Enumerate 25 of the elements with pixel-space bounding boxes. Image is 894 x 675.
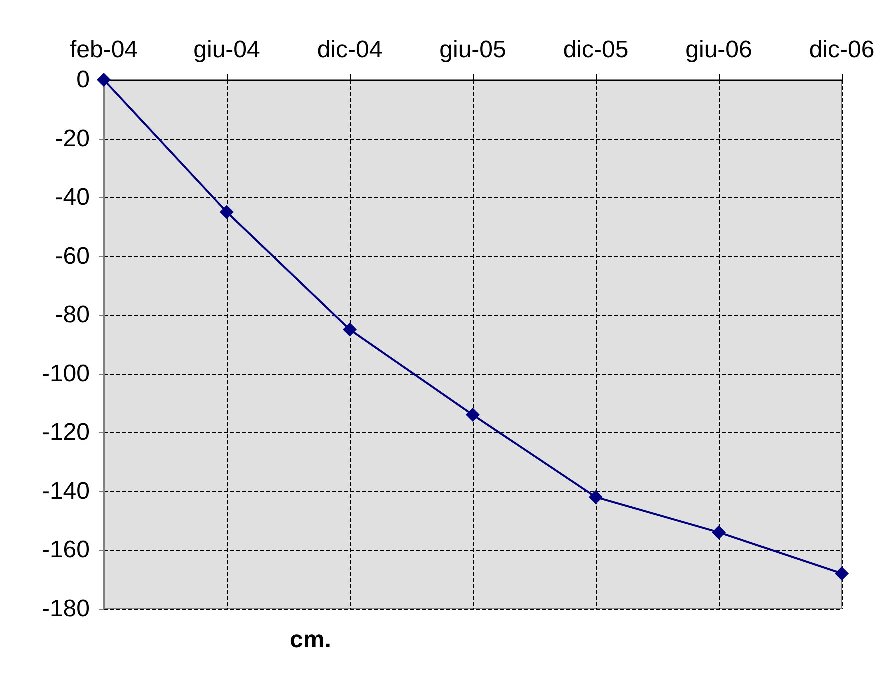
y-tick-label: -20 bbox=[55, 125, 90, 152]
y-tick-label: -140 bbox=[42, 478, 90, 505]
point bbox=[466, 408, 480, 422]
x-tick-label: giu-05 bbox=[440, 36, 506, 64]
x-tick-label: dic-05 bbox=[563, 36, 629, 64]
x-tick-label: feb-04 bbox=[70, 36, 138, 64]
y-tick-label: -180 bbox=[42, 596, 90, 622]
point bbox=[835, 566, 849, 581]
x-tick-label: giu-06 bbox=[686, 36, 752, 64]
x-tick-label: dic-06 bbox=[809, 36, 875, 64]
point bbox=[589, 490, 603, 504]
y-tick-label: -160 bbox=[42, 536, 90, 564]
point bbox=[220, 205, 234, 220]
x-tick-label: giu-04 bbox=[194, 36, 260, 64]
point bbox=[97, 73, 111, 87]
y-tick-label: -80 bbox=[55, 302, 90, 329]
point bbox=[343, 322, 357, 337]
x-tick-label: dic-04 bbox=[317, 36, 383, 64]
x-axis-title: cm. bbox=[290, 626, 332, 654]
y-tick-label: -40 bbox=[55, 184, 90, 212]
y-tick-label: -120 bbox=[42, 419, 90, 446]
y-tick-label: -60 bbox=[55, 242, 90, 270]
point bbox=[712, 526, 726, 540]
y-tick-label: -100 bbox=[42, 360, 90, 388]
y-tick-label: 0 bbox=[76, 66, 90, 94]
